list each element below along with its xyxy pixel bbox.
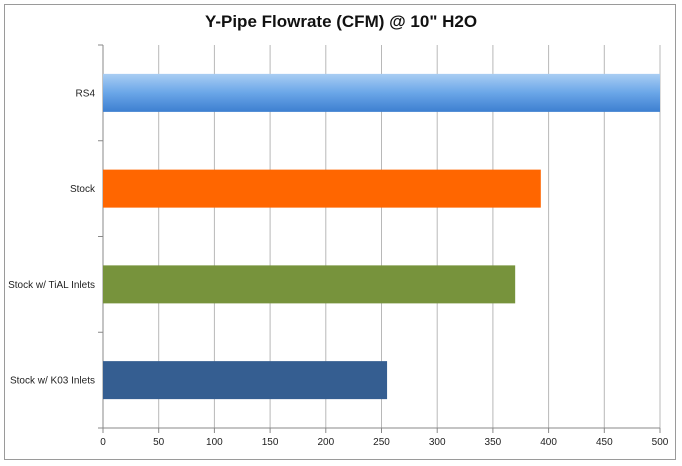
x-tick-label-150: 150	[262, 437, 279, 448]
x-tick-label-200: 200	[317, 437, 334, 448]
x-tick-label-100: 100	[206, 437, 223, 448]
category-label-stock: Stock	[70, 184, 96, 195]
x-tick-label-0: 0	[100, 437, 106, 448]
category-label-stock-w-tial-inlets: Stock w/ TiAL Inlets	[8, 280, 95, 291]
bar-rs4	[103, 73, 660, 112]
bar-layer	[103, 73, 660, 400]
chart-title: Y-Pipe Flowrate (CFM) @ 10" H2O	[204, 12, 478, 31]
category-label-stock-w-k03-inlets: Stock w/ K03 Inlets	[10, 376, 95, 387]
x-tick-label-300: 300	[429, 437, 446, 448]
label-layer: 0 50 100 150 200 250 300 350 400 450 500 RS4 Stock St…	[8, 88, 669, 448]
bar-stock	[103, 169, 541, 208]
x-tick-label-50: 50	[153, 437, 165, 448]
category-label-rs4: RS4	[76, 88, 96, 99]
x-tick-label-450: 450	[596, 437, 613, 448]
bar-stock-w-tial-inlets	[103, 265, 516, 304]
x-tick-label-500: 500	[652, 437, 669, 448]
x-tick-label-350: 350	[485, 437, 502, 448]
bar-stock-w-k03-inlets	[103, 361, 388, 400]
x-tick-label-400: 400	[540, 437, 557, 448]
x-tick-label-250: 250	[373, 437, 390, 448]
